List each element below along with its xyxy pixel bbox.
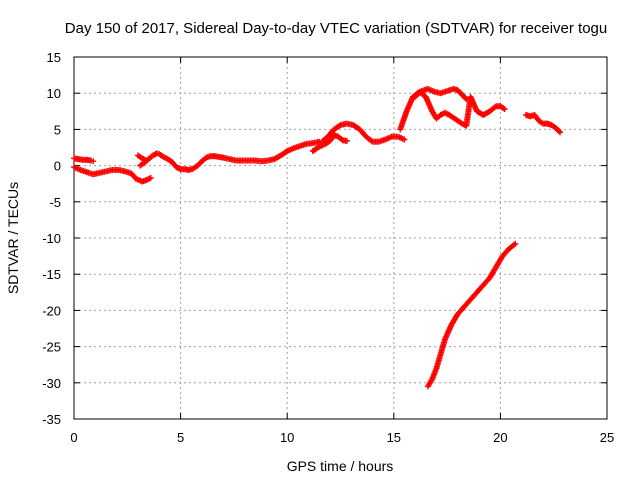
y-tick-label-8: -25 bbox=[42, 340, 61, 355]
y-tick-label-9: -30 bbox=[42, 376, 61, 391]
y-tick-label-7: -20 bbox=[42, 303, 61, 318]
y-tick-label-10: -35 bbox=[42, 412, 61, 427]
series-5 bbox=[318, 120, 408, 146]
data-point-marker bbox=[368, 137, 375, 144]
series-7 bbox=[412, 85, 470, 102]
grid bbox=[74, 57, 607, 419]
series-0 bbox=[71, 155, 97, 165]
x-tick-label-0: 0 bbox=[70, 430, 77, 445]
x-tick-label-2: 10 bbox=[280, 430, 294, 445]
data-point bbox=[557, 129, 564, 136]
y-tick-label-6: -15 bbox=[42, 267, 61, 282]
y-tick-label-2: 5 bbox=[54, 122, 61, 137]
x-tick-label-5: 25 bbox=[600, 430, 614, 445]
y-axis-label: SDTVAR / TECUs bbox=[5, 182, 21, 294]
series-3 bbox=[134, 152, 150, 164]
data-point bbox=[512, 240, 519, 247]
x-tick-label-4: 20 bbox=[493, 430, 507, 445]
data-point-marker bbox=[511, 241, 518, 248]
y-tick-label-5: -10 bbox=[42, 231, 61, 246]
y-tick-label-0: 15 bbox=[47, 50, 61, 65]
chart-title: Day 150 of 2017, Sidereal Day-to-day VTE… bbox=[65, 20, 607, 37]
x-tick-label-3: 15 bbox=[387, 430, 401, 445]
data-point-marker bbox=[462, 94, 469, 101]
x-axis-label: GPS time / hours bbox=[287, 458, 394, 474]
series-2 bbox=[137, 138, 323, 173]
data-point bbox=[343, 137, 350, 144]
series-6 bbox=[397, 88, 508, 133]
series-1 bbox=[71, 164, 154, 185]
x-tick-label-1: 5 bbox=[177, 430, 184, 445]
data-point-marker bbox=[491, 104, 498, 111]
data-point bbox=[501, 106, 508, 113]
data-point-marker bbox=[336, 122, 343, 129]
data-point bbox=[143, 157, 150, 164]
series-8 bbox=[522, 111, 564, 136]
series-4 bbox=[309, 132, 350, 155]
axis-ticks: 0 5 10 15 20 25 15 10 5 0 -5 -10 -15 -20 -25 -30 -35 bbox=[42, 50, 614, 445]
data-point bbox=[401, 136, 408, 143]
y-tick-label-1: 10 bbox=[47, 86, 61, 101]
y-tick-label-3: 0 bbox=[54, 159, 61, 174]
data-point-marker bbox=[556, 128, 563, 135]
data-point bbox=[463, 95, 470, 102]
data-point bbox=[90, 158, 97, 165]
series-9 bbox=[424, 240, 519, 390]
y-tick-label-4: -5 bbox=[49, 195, 61, 210]
data-point bbox=[147, 174, 154, 181]
data-points bbox=[71, 85, 564, 390]
